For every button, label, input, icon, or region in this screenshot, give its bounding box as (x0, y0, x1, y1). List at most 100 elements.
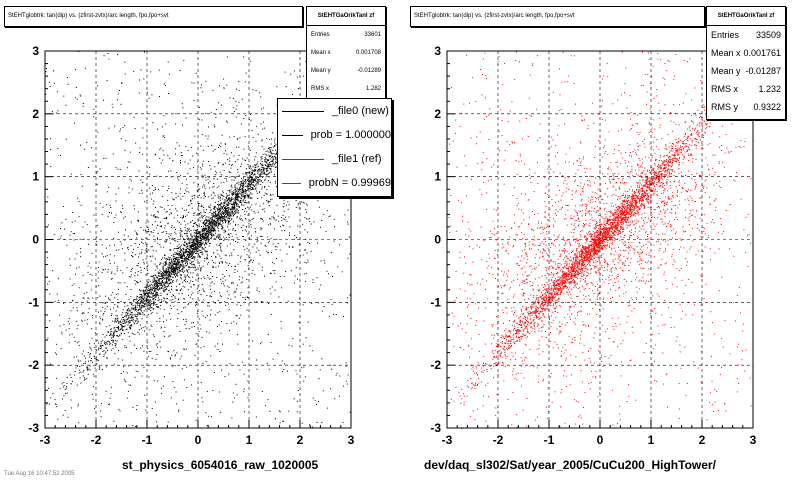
data-point (173, 386, 175, 388)
data-point (60, 348, 62, 350)
data-point (209, 243, 210, 244)
data-point (113, 363, 115, 365)
data-point (220, 249, 222, 251)
data-point (220, 203, 222, 205)
data-point (145, 303, 147, 305)
data-point (98, 366, 100, 368)
data-point (195, 246, 197, 248)
data-point (280, 320, 282, 322)
data-point (225, 255, 227, 257)
data-point (152, 249, 154, 251)
data-point (235, 210, 237, 212)
data-point (313, 221, 315, 223)
data-point (247, 145, 249, 147)
data-point (153, 283, 155, 285)
data-point (266, 200, 268, 202)
data-point (251, 177, 253, 178)
data-point (198, 300, 200, 302)
data-point (205, 80, 207, 82)
data-point (105, 157, 107, 159)
data-point (207, 230, 208, 232)
data-point (267, 164, 269, 165)
data-point (162, 276, 164, 278)
data-point (238, 81, 240, 83)
data-point (156, 421, 158, 423)
data-point (264, 127, 265, 129)
data-point (195, 419, 197, 421)
data-point (154, 216, 156, 218)
data-point (140, 347, 142, 349)
data-point (185, 224, 187, 226)
data-point (90, 353, 92, 354)
data-point (224, 279, 226, 281)
data-point (190, 294, 192, 296)
data-point (240, 197, 242, 199)
data-point (207, 233, 209, 234)
data-point (201, 230, 203, 232)
data-point (240, 218, 242, 220)
data-point (242, 230, 244, 232)
data-point (149, 305, 151, 306)
data-point (177, 275, 179, 277)
data-point (217, 220, 219, 222)
data-point (105, 390, 107, 392)
data-point (199, 217, 201, 219)
data-point (258, 192, 260, 194)
data-point (196, 274, 198, 276)
data-point (297, 390, 299, 391)
data-point (244, 270, 246, 272)
data-point (218, 162, 220, 163)
data-point (88, 297, 90, 299)
data-point (135, 314, 137, 316)
data-point (178, 254, 180, 256)
data-point (270, 194, 272, 196)
data-point (202, 241, 204, 243)
data-point (185, 215, 186, 217)
data-point (283, 218, 285, 220)
data-point (171, 288, 173, 290)
data-point (135, 409, 137, 411)
data-point (151, 326, 153, 327)
data-point (219, 302, 221, 304)
data-point (267, 242, 269, 244)
data-point (124, 378, 126, 380)
data-point (139, 297, 141, 298)
data-point (147, 282, 149, 284)
data-point (183, 216, 184, 217)
data-point (256, 177, 258, 179)
data-point (249, 181, 251, 183)
data-point (139, 294, 141, 295)
data-point (208, 415, 209, 417)
data-point (70, 399, 72, 401)
data-point (326, 210, 328, 212)
data-point (175, 258, 177, 260)
data-point (210, 111, 212, 113)
data-point (273, 228, 275, 230)
data-point (190, 253, 192, 255)
data-point (213, 230, 215, 232)
data-point (105, 347, 107, 349)
data-point (122, 322, 124, 324)
data-point (163, 246, 165, 248)
data-point (140, 300, 142, 302)
data-point (169, 259, 170, 261)
data-point (241, 98, 243, 100)
data-point (59, 237, 61, 239)
data-point (66, 386, 67, 388)
data-point (269, 172, 270, 174)
data-point (76, 320, 78, 322)
data-point (132, 252, 134, 254)
data-point (54, 403, 56, 405)
data-point (210, 210, 212, 212)
data-point (68, 317, 70, 319)
data-point (233, 239, 235, 241)
data-point (212, 227, 214, 229)
data-point (147, 221, 149, 223)
data-point (131, 315, 133, 317)
data-point (246, 247, 248, 249)
data-point (143, 78, 145, 80)
data-point (136, 234, 138, 236)
data-point (65, 104, 67, 106)
data-point (211, 198, 213, 200)
data-point (108, 186, 110, 188)
